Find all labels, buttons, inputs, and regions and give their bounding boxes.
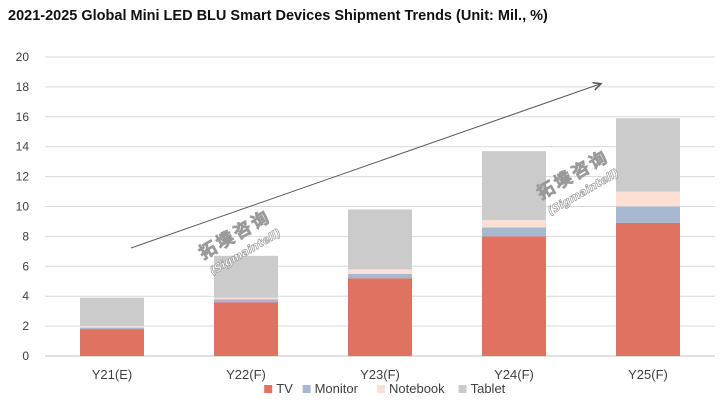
bar-stack (616, 118, 680, 356)
y-tick-label: 4 (22, 289, 29, 303)
legend-item-tv: TV (264, 381, 293, 396)
legend-swatch (377, 385, 385, 393)
bar-segment-notebook (214, 297, 278, 300)
y-tick-label: 0 (22, 349, 29, 363)
legend-label: Monitor (315, 381, 359, 396)
x-category-label: Y22(F) (226, 367, 266, 382)
trend-arrow (130, 84, 600, 249)
bar-segment-notebook (348, 269, 412, 274)
bar-segment-tv (80, 329, 144, 356)
bar-stacks (80, 118, 680, 356)
y-tick-label: 16 (16, 110, 30, 124)
trend-arrow-line (130, 84, 600, 249)
bar-segment-monitor (348, 273, 412, 279)
legend-swatch (302, 385, 311, 393)
y-tick-label: 6 (22, 259, 29, 273)
bar-segment-monitor (482, 227, 546, 237)
legend-swatch (264, 385, 273, 393)
bar-stack (348, 209, 412, 356)
x-axis-category-labels: Y21(E) Y22(F) Y23(F) Y24(F) Y25(F) (92, 367, 668, 382)
bar-segment-tablet (482, 151, 546, 220)
y-tick-label: 2 (22, 319, 29, 333)
legend-label: TV (276, 381, 293, 396)
bar-segment-tablet (616, 118, 680, 192)
legend: TV Monitor Notebook Tablet (264, 381, 506, 396)
bar-segment-tv (214, 302, 278, 356)
y-tick-label: 20 (16, 50, 30, 64)
y-tick-label: 12 (16, 170, 30, 184)
bar-stack (214, 255, 278, 356)
y-tick-label: 8 (22, 229, 29, 243)
legend-label: Notebook (389, 381, 445, 396)
x-category-label: Y23(F) (360, 367, 400, 382)
bar-segment-monitor (214, 299, 278, 303)
bar-segment-monitor (616, 206, 680, 223)
bar-segment-tv (348, 278, 412, 356)
bar-segment-tablet (348, 209, 412, 270)
chart-title: 2021-2025 Global Mini LED BLU Smart Devi… (8, 8, 548, 24)
legend-label: Tablet (471, 381, 506, 396)
bar-stack (80, 297, 144, 356)
bar-stack (482, 151, 546, 356)
legend-item-monitor: Monitor (302, 381, 359, 396)
legend-item-tablet: Tablet (458, 381, 506, 396)
x-category-label: Y21(E) (92, 367, 132, 382)
y-tick-label: 10 (16, 200, 30, 214)
y-tick-label: 14 (16, 140, 30, 154)
bar-segment-notebook (616, 191, 680, 207)
y-tick-label: 18 (16, 80, 30, 94)
bar-segment-tv (616, 222, 680, 356)
legend-item-notebook: Notebook (377, 381, 445, 396)
bar-segment-tv (482, 236, 546, 356)
legend-swatch (458, 385, 467, 393)
x-category-label: Y24(F) (494, 367, 534, 382)
bar-segment-notebook (80, 326, 144, 328)
y-axis-tick-labels: 0 2 4 6 8 10 12 14 16 18 20 (16, 50, 30, 363)
bar-segment-tablet (214, 255, 278, 298)
x-category-label: Y25(F) (628, 367, 668, 382)
bar-segment-monitor (80, 327, 144, 330)
bar-segment-notebook (482, 219, 546, 228)
bar-segment-tablet (80, 297, 144, 327)
